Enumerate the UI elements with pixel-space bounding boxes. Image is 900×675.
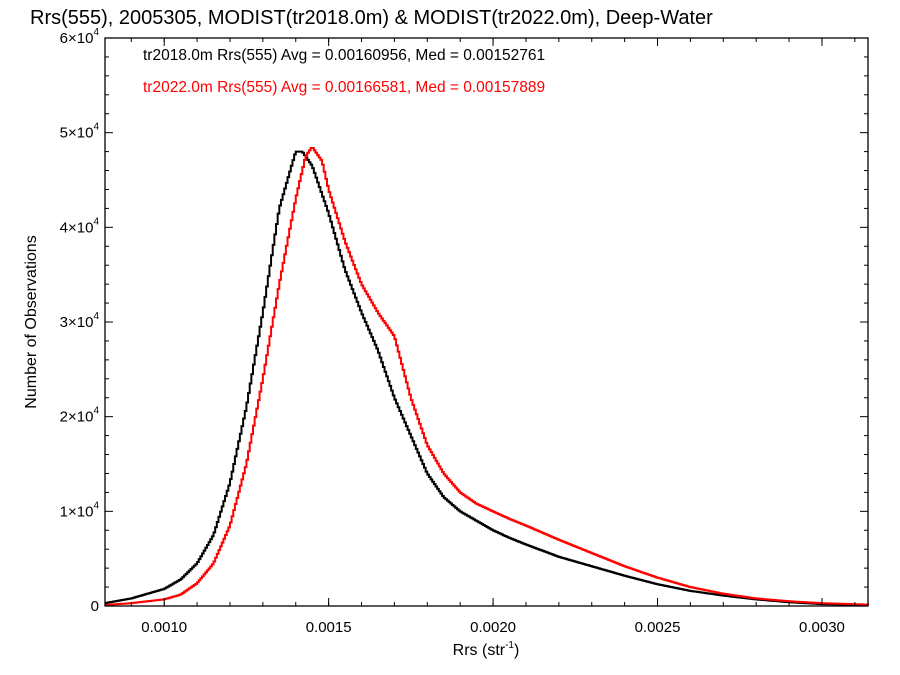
y-tick-label: 3×104	[60, 311, 100, 331]
series-group	[105, 147, 869, 607]
x-axis-label-sup: -1	[505, 640, 514, 651]
legend-entry-tr2022: tr2022.0m Rrs(555) Avg = 0.00166581, Med…	[143, 79, 545, 96]
y-tick-label: 0	[91, 598, 99, 615]
x-tick-label: 0.0030	[799, 619, 845, 636]
y-tick-label: 6×104	[60, 27, 100, 47]
y-axis-label: Number of Observations	[23, 235, 40, 408]
series-tr2022-line	[105, 147, 869, 606]
x-axis-label-main: Rrs (str	[453, 642, 506, 659]
y-axis-ticks: 0 1×104 2×104 3×104 4×104 5×104 6×104	[60, 27, 868, 615]
x-tick-label: 0.0025	[635, 619, 681, 636]
x-tick-label: 0.0020	[470, 619, 516, 636]
x-axis-label: Rrs (str-1)	[453, 640, 520, 659]
x-axis-label-close: )	[514, 642, 519, 659]
legend-entry-tr2018: tr2018.0m Rrs(555) Avg = 0.00160956, Med…	[143, 47, 545, 64]
y-tick-label: 1×104	[60, 500, 100, 520]
x-tick-label: 0.0015	[306, 619, 352, 636]
x-axis-ticks: 0.0010 0.0015 0.0020 0.0025 0.0030	[130, 38, 856, 636]
x-tick-label: 0.0010	[141, 619, 187, 636]
series-tr2018-line	[105, 150, 869, 607]
y-tick-label: 4×104	[60, 216, 100, 236]
chart-title: Rrs(555), 2005305, MODIST(tr2018.0m) & M…	[30, 7, 713, 29]
y-tick-label: 5×104	[60, 122, 100, 142]
y-tick-label: 2×104	[60, 406, 100, 426]
